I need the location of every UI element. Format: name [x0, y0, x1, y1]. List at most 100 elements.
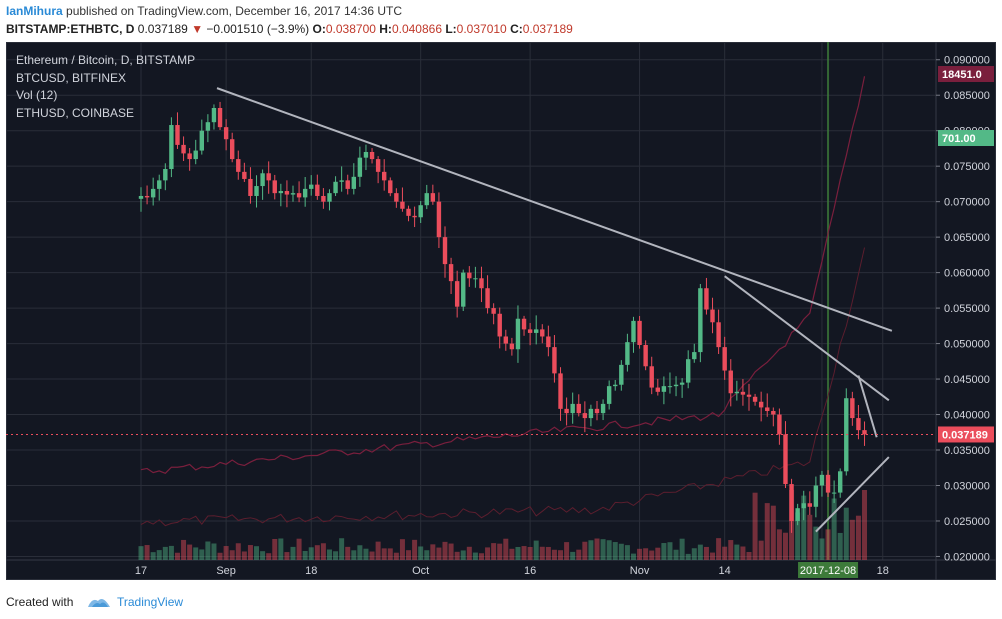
candle-body[interactable] [546, 336, 551, 348]
candle-body[interactable] [211, 107, 217, 123]
candle-body[interactable] [521, 318, 527, 330]
candle-body[interactable] [758, 401, 764, 408]
candle-body[interactable] [333, 181, 338, 194]
candle-body[interactable] [600, 403, 606, 414]
price-chart[interactable]: 0.020000 0.025000 0.030000 0.035000 0.040000… [6, 42, 996, 580]
candle-body[interactable] [205, 122, 211, 131]
candle-body[interactable] [375, 159, 381, 172]
candle-body[interactable] [321, 195, 326, 202]
candle-body[interactable] [819, 474, 825, 486]
candle-body[interactable] [637, 320, 642, 345]
candle-body[interactable] [631, 320, 636, 343]
candle-body[interactable] [290, 193, 296, 195]
wedge-upper-line[interactable] [724, 275, 890, 402]
candle-body[interactable] [534, 329, 539, 333]
candle-body[interactable] [412, 215, 417, 218]
legend-btcusd[interactable]: BTCUSD, BITFINEX [16, 70, 127, 85]
candle-body[interactable] [260, 173, 265, 187]
candle-body[interactable] [187, 153, 192, 160]
candle-body[interactable] [163, 169, 168, 181]
candle-body[interactable] [436, 201, 442, 238]
candle-body[interactable] [661, 386, 667, 392]
candle-body[interactable] [771, 410, 776, 415]
candle-body[interactable] [503, 336, 508, 344]
candle-body[interactable] [777, 414, 782, 435]
candle-body[interactable] [461, 272, 466, 307]
candle-body[interactable] [838, 471, 843, 493]
candle-body[interactable] [278, 191, 284, 194]
candle-body[interactable] [242, 171, 247, 179]
candle-body[interactable] [570, 403, 575, 414]
candle-body[interactable] [424, 193, 429, 206]
candle-body[interactable] [740, 391, 746, 395]
candle-body[interactable] [193, 150, 198, 160]
candle-body[interactable] [728, 370, 733, 394]
candle-body[interactable] [382, 171, 387, 181]
candle-body[interactable] [862, 430, 867, 435]
candle-body[interactable] [327, 193, 332, 202]
candle-body[interactable] [254, 186, 259, 196]
candle-body[interactable] [357, 157, 363, 177]
candle-body[interactable] [315, 184, 320, 196]
descending-trendline[interactable] [216, 87, 893, 332]
candle-body[interactable] [175, 125, 180, 145]
candle-body[interactable] [491, 308, 496, 314]
candle-body[interactable] [169, 125, 174, 170]
candle-body[interactable] [223, 127, 229, 140]
candle-body[interactable] [406, 208, 411, 216]
candle-body[interactable] [564, 408, 569, 414]
candle-body[interactable] [473, 278, 478, 280]
candle-body[interactable] [540, 329, 545, 337]
legend-ethusd[interactable]: ETHUSD, COINBASE [16, 105, 135, 120]
candle-body[interactable] [722, 347, 727, 371]
candle-body[interactable] [442, 237, 448, 265]
ascending-support-line[interactable] [815, 456, 890, 533]
legend-main-symbol[interactable]: Ethereum / Bitcoin, D, BITSTAMP [16, 53, 196, 67]
candle-body[interactable] [783, 434, 788, 485]
candle-body[interactable] [400, 201, 405, 209]
candle-body[interactable] [157, 180, 162, 189]
candle-body[interactable] [795, 508, 800, 521]
candle-body[interactable] [527, 329, 533, 333]
candle-body[interactable] [430, 193, 436, 202]
tradingview-logo-icon[interactable] [86, 593, 112, 609]
candle-body[interactable] [692, 352, 697, 360]
candle-body[interactable] [181, 144, 186, 154]
candle-body[interactable] [765, 407, 770, 411]
candle-body[interactable] [150, 188, 156, 198]
candle-body[interactable] [582, 413, 588, 419]
candle-body[interactable] [619, 364, 624, 385]
candle-body[interactable] [339, 180, 344, 182]
candle-body[interactable] [752, 396, 758, 402]
candle-body[interactable] [643, 344, 648, 367]
candle-body[interactable] [856, 418, 861, 431]
candle-body[interactable] [588, 408, 594, 419]
candle-body[interactable] [230, 139, 235, 160]
candle-body[interactable] [394, 193, 399, 202]
candle-body[interactable] [734, 391, 740, 394]
candle-body[interactable] [613, 384, 618, 387]
candle-body[interactable] [248, 178, 253, 196]
candle-body[interactable] [655, 387, 660, 392]
candle-body[interactable] [236, 159, 241, 172]
author-link[interactable]: IanMihura [6, 4, 63, 18]
candle-body[interactable] [552, 347, 557, 374]
candle-body[interactable] [509, 343, 515, 350]
candle-body[interactable] [418, 205, 423, 218]
candle-body[interactable] [746, 394, 752, 397]
candle-body[interactable] [673, 384, 679, 387]
candle-body[interactable] [363, 151, 369, 158]
candle-body[interactable] [594, 408, 600, 414]
candle-body[interactable] [199, 130, 204, 151]
candle-body[interactable] [789, 484, 794, 521]
candle-body[interactable] [467, 272, 472, 279]
tradingview-brand-link[interactable]: TradingView [117, 595, 184, 609]
candle-body[interactable] [296, 193, 302, 198]
candle-body[interactable] [448, 264, 454, 282]
candle-body[interactable] [667, 386, 673, 388]
candle-body[interactable] [698, 288, 703, 353]
wedge-short-line[interactable] [857, 375, 878, 438]
candle-body[interactable] [649, 366, 654, 388]
candle-body[interactable] [272, 180, 277, 194]
candle-body[interactable] [813, 485, 819, 507]
